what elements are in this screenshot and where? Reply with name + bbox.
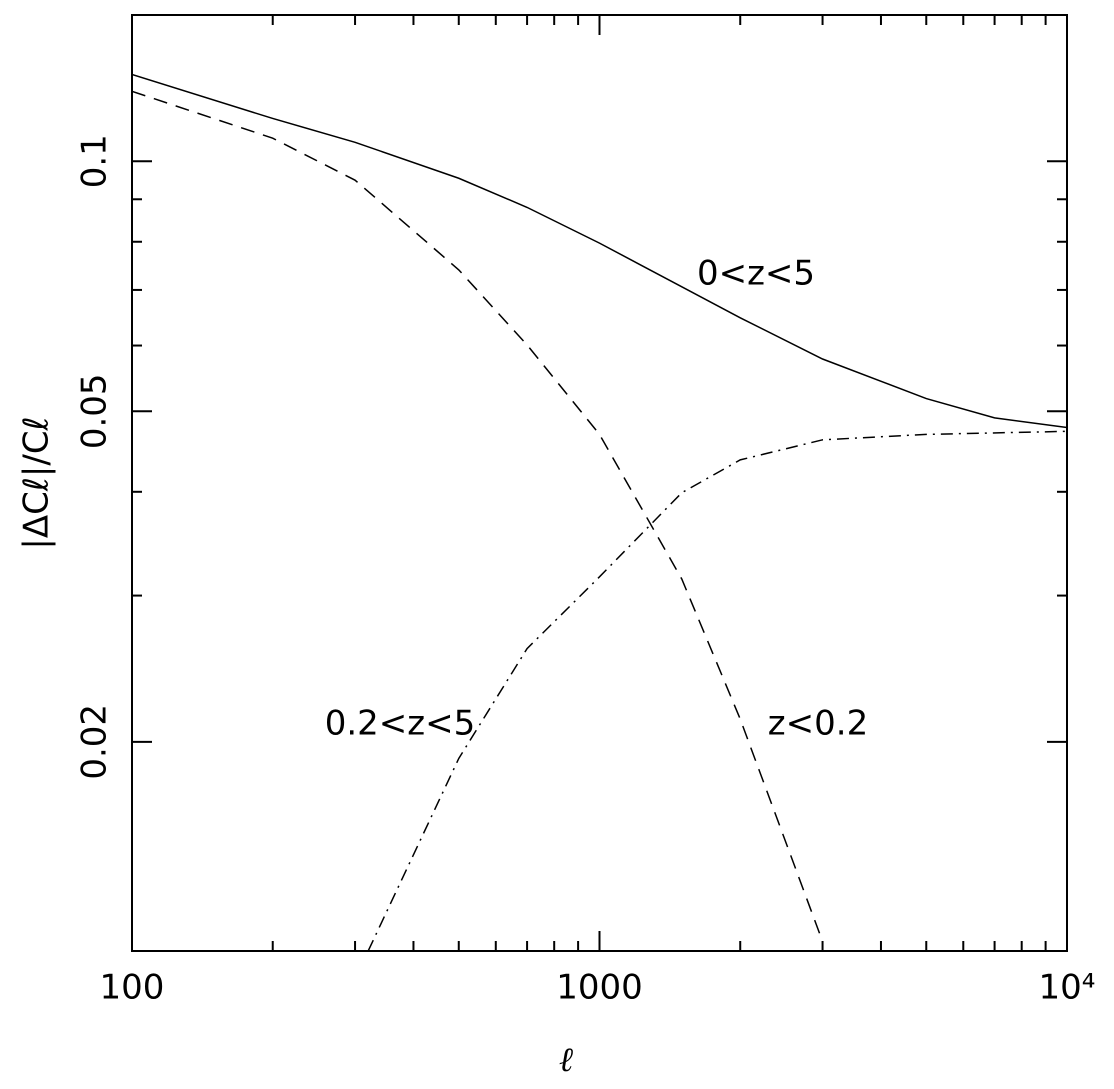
x-axis-label: ℓ (559, 1040, 573, 1080)
x-tick-label: 1000 (556, 968, 643, 1008)
series-label: 0.2<z<5 (325, 704, 476, 744)
curves (132, 73, 1067, 951)
y-tick-label: 0.1 (75, 134, 115, 188)
x-tick-label: 100 (100, 968, 165, 1008)
series-label: z<0.2 (768, 704, 868, 744)
series-line (132, 73, 1067, 429)
series-line (367, 430, 1067, 951)
x-tick-label: 10⁴ (1039, 968, 1096, 1008)
plot-frame (131, 14, 1068, 952)
y-tick-label: 0.02 (75, 704, 115, 780)
series-line (132, 90, 824, 942)
y-axis-label: |ΔCℓ|/Cℓ (17, 416, 57, 549)
y-tick-label: 0.05 (75, 373, 115, 449)
series-label: 0<z<5 (697, 254, 815, 294)
